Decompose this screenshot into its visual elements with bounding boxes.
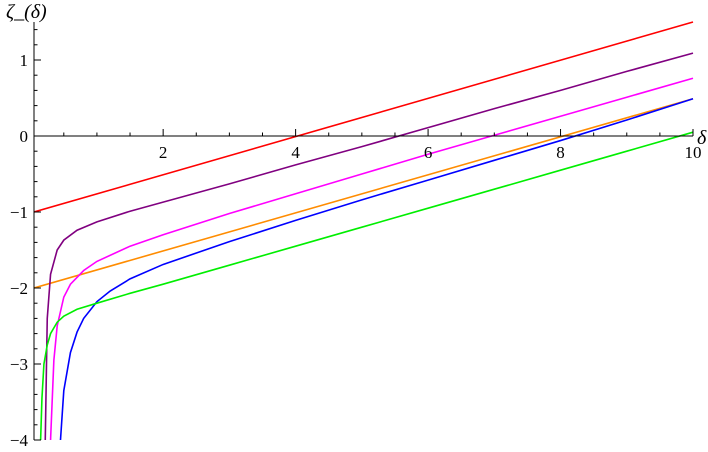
x-axis-title: δ [697, 127, 707, 149]
y-tick-label: 1 [20, 51, 29, 70]
x-tick-label: 6 [424, 143, 433, 162]
x-tick-label: 4 [291, 143, 300, 162]
series-line-3 [44, 52, 694, 440]
x-tick-label: 2 [159, 143, 168, 162]
series-line-2 [34, 97, 694, 289]
x-tick-label: 10 [685, 143, 702, 162]
x-tick-label: 8 [556, 143, 565, 162]
series-line-1 [34, 21, 694, 213]
y-tick-label: −2 [10, 279, 28, 298]
series-layer [34, 21, 694, 440]
series-line-5 [59, 97, 694, 440]
y-tick-label: −4 [10, 431, 29, 450]
y-tick-label: −3 [10, 355, 28, 374]
y-tick-label: 0 [20, 127, 29, 146]
series-line-6 [39, 131, 694, 440]
y-tick-label: −1 [10, 203, 28, 222]
y-axis-title: ζ_(δ) [6, 1, 47, 23]
series-line-4 [49, 77, 694, 440]
